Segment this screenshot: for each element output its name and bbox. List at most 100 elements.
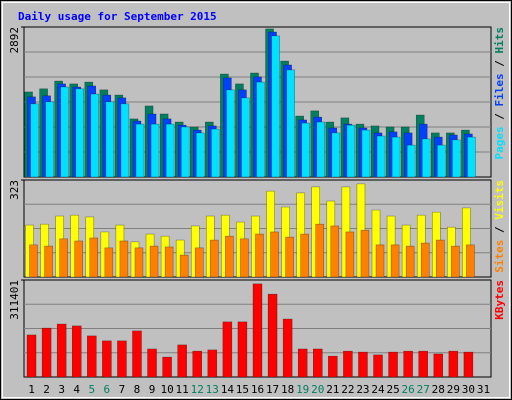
bar <box>165 123 175 178</box>
legend: Pages / Files / Hits <box>493 27 506 160</box>
legend-entry: KBytes <box>493 280 506 320</box>
x-tick-label: 12 <box>191 383 204 396</box>
x-tick-label: 7 <box>119 383 126 396</box>
y-tick-label: 2892 <box>8 27 21 54</box>
x-tick-label: 19 <box>296 383 309 396</box>
legend-entry: Visits <box>493 180 506 220</box>
bar <box>222 321 233 378</box>
bar <box>286 69 295 178</box>
x-tick-label: 26 <box>402 383 415 396</box>
bar <box>90 93 100 178</box>
bar <box>267 293 278 378</box>
bar <box>313 348 323 378</box>
bar <box>180 126 190 178</box>
x-tick-label: 10 <box>160 383 173 396</box>
bar <box>358 351 368 378</box>
legend: Sites / Visits <box>493 180 506 273</box>
x-tick-label: 11 <box>176 383 189 396</box>
x-tick-label: 5 <box>88 383 95 396</box>
x-tick-label: 18 <box>281 383 294 396</box>
bar <box>30 103 39 178</box>
bar <box>226 89 235 178</box>
legend: KBytes <box>493 280 506 320</box>
bar <box>463 351 474 378</box>
x-tick-label: 2 <box>43 383 50 396</box>
bar <box>104 247 114 278</box>
bar <box>346 124 356 178</box>
x-tick-label: 28 <box>432 383 445 396</box>
bar <box>71 325 82 378</box>
x-tick-label: 23 <box>356 383 369 396</box>
legend-entry: Files <box>493 73 506 106</box>
bar <box>330 225 340 278</box>
bar <box>285 236 294 278</box>
bar <box>56 323 67 378</box>
bar <box>192 350 202 378</box>
legend-entry: Hits <box>493 27 506 54</box>
bar <box>421 138 431 178</box>
y-tick-label: 311401 <box>8 280 21 320</box>
bar <box>388 351 398 378</box>
bar <box>373 354 383 378</box>
legend-entry: Pages <box>493 126 506 159</box>
bar <box>256 81 265 178</box>
bar <box>418 350 428 378</box>
bar <box>448 350 459 378</box>
x-tick-label: 24 <box>371 383 385 396</box>
bar <box>300 233 309 278</box>
x-tick-label: 8 <box>134 383 141 396</box>
bar <box>451 245 460 278</box>
x-tick-label: 9 <box>149 383 156 396</box>
x-tick-label: 27 <box>417 383 430 396</box>
bar <box>179 254 189 278</box>
x-tick-label: 6 <box>104 383 111 396</box>
x-tick-label: 21 <box>326 383 339 396</box>
x-tick-label: 31 <box>477 383 490 396</box>
bar <box>149 245 159 278</box>
x-tick-label: 16 <box>251 383 264 396</box>
bar <box>390 244 400 278</box>
bar <box>117 340 127 378</box>
bar <box>120 103 130 178</box>
bar <box>162 356 172 378</box>
bar <box>194 247 204 278</box>
bar <box>41 327 52 378</box>
bar <box>119 240 129 278</box>
x-tick-label: 1 <box>28 383 35 396</box>
bar <box>237 321 248 378</box>
bar <box>26 334 37 378</box>
bar <box>135 123 145 178</box>
bar <box>433 353 444 378</box>
bar <box>406 144 416 178</box>
bar <box>316 121 326 178</box>
bar <box>195 132 205 178</box>
bar <box>75 88 84 178</box>
bar <box>301 122 310 178</box>
bar <box>375 244 385 278</box>
x-tick-label: 13 <box>206 383 219 396</box>
legend-separator: / <box>493 220 506 240</box>
bar <box>343 350 353 378</box>
bar <box>210 239 219 278</box>
bar <box>391 136 401 178</box>
bar <box>467 136 476 178</box>
bar <box>271 35 280 178</box>
x-tick-label: 3 <box>58 383 65 396</box>
x-tick-label: 4 <box>73 383 80 396</box>
bar <box>164 246 174 278</box>
bar <box>403 350 413 378</box>
bar <box>297 348 308 378</box>
x-tick-label: 29 <box>447 383 460 396</box>
x-tick-label: 20 <box>311 383 324 396</box>
bar <box>45 101 54 178</box>
chart-title: Daily usage for September 2015 <box>18 10 217 23</box>
bar <box>345 231 355 278</box>
x-tick-label: 22 <box>341 383 354 396</box>
bar <box>225 235 234 278</box>
legend-separator: / <box>493 54 506 74</box>
x-tick-label: 15 <box>236 383 249 396</box>
x-tick-label: 14 <box>221 383 235 396</box>
bar <box>134 247 144 278</box>
